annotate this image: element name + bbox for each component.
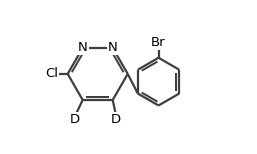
Text: N: N — [78, 41, 88, 54]
Text: Br: Br — [151, 36, 166, 49]
Text: D: D — [111, 113, 121, 126]
Text: Cl: Cl — [45, 67, 58, 80]
Text: D: D — [70, 113, 80, 126]
Text: N: N — [108, 41, 118, 54]
